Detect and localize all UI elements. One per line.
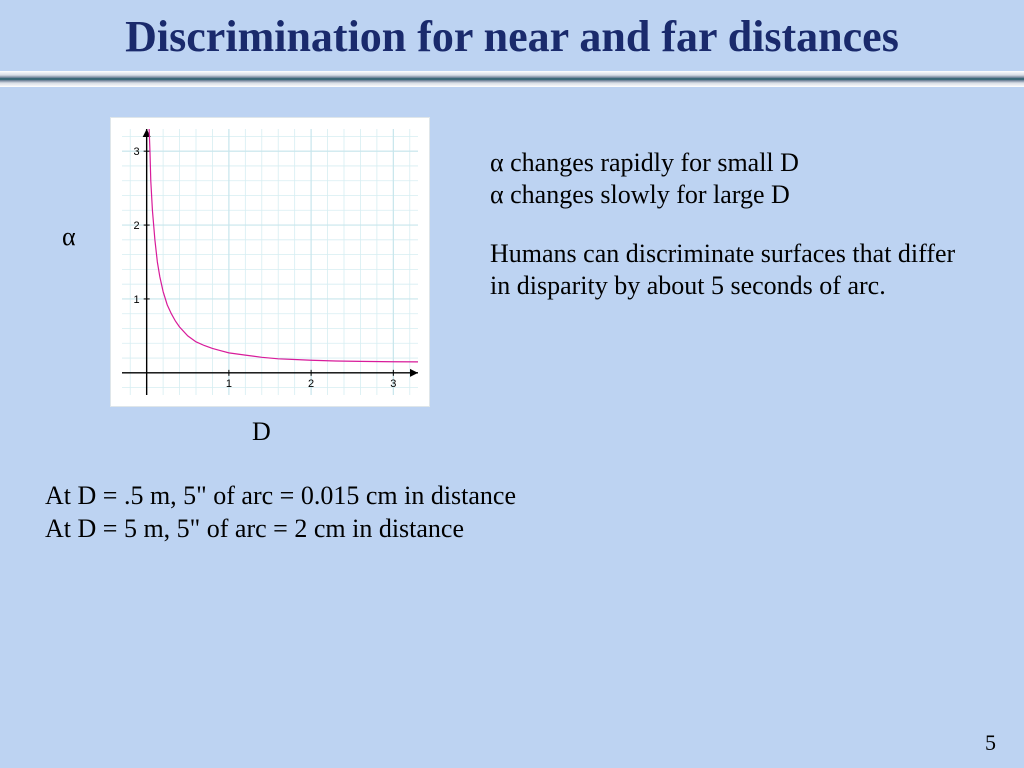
- svg-text:1: 1: [226, 377, 232, 389]
- chart-xlabel: D: [252, 417, 271, 447]
- bottom-text-block: At D = .5 m, 5" of arc = 0.015 cm in dis…: [45, 479, 516, 547]
- chart-box: 1 2 3 1 2 3: [110, 117, 430, 407]
- chart-svg: 1 2 3 1 2 3: [116, 123, 424, 401]
- svg-text:3: 3: [134, 146, 140, 158]
- page-number: 5: [985, 730, 996, 756]
- chart-container: 1 2 3 1 2 3: [110, 117, 430, 407]
- title-divider: [0, 71, 1024, 87]
- svg-text:1: 1: [134, 294, 140, 306]
- right-text-line2: α changes slowly for large D: [490, 179, 980, 212]
- right-text-block: α changes rapidly for small D α changes …: [490, 147, 980, 303]
- chart-ylabel: α: [62, 222, 76, 252]
- svg-text:2: 2: [308, 377, 314, 389]
- right-text-line1: α changes rapidly for small D: [490, 147, 980, 180]
- svg-text:3: 3: [390, 377, 396, 389]
- svg-text:2: 2: [134, 220, 140, 232]
- slide-title: Discrimination for near and far distance…: [0, 0, 1024, 71]
- bottom-text-line1: At D = .5 m, 5" of arc = 0.015 cm in dis…: [45, 479, 516, 513]
- bottom-text-line2: At D = 5 m, 5" of arc = 2 cm in distance: [45, 512, 516, 546]
- right-text-para2: Humans can discriminate surfaces that di…: [490, 238, 980, 303]
